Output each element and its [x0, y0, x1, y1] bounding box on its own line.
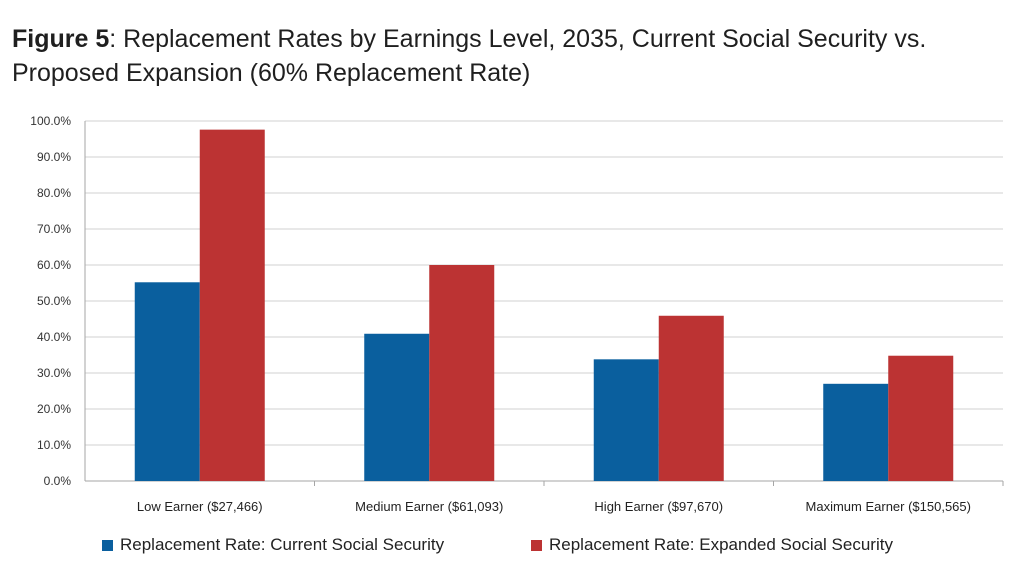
bar-expanded: [658, 315, 724, 481]
bar-current: [134, 282, 200, 481]
chart-title: Figure 5: Replacement Rates by Earnings …: [12, 22, 1012, 90]
legend-item-current: Replacement Rate: Current Social Securit…: [102, 535, 444, 555]
y-tick-label: 90.0%: [37, 150, 71, 164]
y-tick-label: 40.0%: [37, 330, 71, 344]
bar-expanded: [429, 265, 495, 481]
chart-legend: Replacement Rate: Current Social Securit…: [0, 535, 1024, 561]
y-tick-label: 10.0%: [37, 438, 71, 452]
bar-chart: 0.0% 10.0% 20.0% 30.0% 40.0% 50.0% 60.0% 70.0% 8…: [30, 114, 1004, 514]
y-tick-label: 20.0%: [37, 402, 71, 416]
legend-swatch-expanded: [531, 539, 542, 551]
y-tick-label: 60.0%: [37, 258, 71, 272]
legend-label-expanded: Replacement Rate: Expanded Social Securi…: [549, 535, 893, 554]
x-tick-label: High Earner ($97,670): [594, 499, 723, 514]
bar-current: [364, 333, 430, 481]
legend-label-current: Replacement Rate: Current Social Securit…: [120, 535, 445, 554]
legend-swatch-current: [102, 539, 113, 551]
bar-current: [823, 383, 889, 481]
bar-current: [593, 359, 659, 481]
x-tick-label: Maximum Earner ($150,565): [806, 499, 971, 514]
y-tick-label: 100.0%: [30, 114, 71, 128]
chart-title-text: : Replacement Rates by Earnings Level, 2…: [12, 25, 927, 87]
x-tick-label: Low Earner ($27,466): [137, 499, 263, 514]
y-tick-label: 70.0%: [37, 222, 71, 236]
bar-expanded: [888, 355, 954, 481]
y-tick-label: 80.0%: [37, 186, 71, 200]
figure-number: Figure 5: [12, 25, 110, 53]
y-tick-label: 0.0%: [44, 474, 72, 488]
legend-item-expanded: Replacement Rate: Expanded Social Securi…: [531, 535, 893, 555]
bar-expanded: [199, 129, 265, 481]
x-tick-label: Medium Earner ($61,093): [355, 499, 503, 514]
y-tick-label: 30.0%: [37, 366, 71, 380]
y-tick-label: 50.0%: [37, 294, 71, 308]
